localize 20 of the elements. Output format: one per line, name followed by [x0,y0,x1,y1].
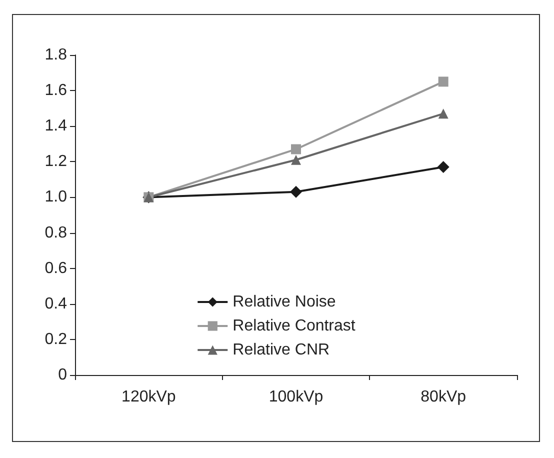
point [290,186,302,198]
y-tick-label: 1.2 [44,153,68,170]
x-tick-label: 80kVp [420,388,466,406]
legend-label: Relative Contrast [232,318,356,334]
x-tick-label: 100kVp [268,388,324,406]
y-tick-label: 0.8 [44,224,68,242]
y-tick-label: 1.6 [44,82,68,100]
point [438,76,448,87]
y-tick-label: 1.0 [44,188,68,206]
legend-label: Relative Noise [232,294,336,310]
y-tick-label: 1.4 [44,118,68,135]
x-tick-label: 120kVp [122,388,176,406]
point [437,161,450,173]
legend-label: Relative CNR [232,342,330,358]
y-tick-label: 0 [58,366,68,384]
point [291,144,301,154]
y-tick-label: 0.2 [44,330,68,348]
y-tick-label: 0.6 [44,260,68,277]
y-tick-label: 0.4 [44,295,68,312]
y-tick-label: 1.8 [44,46,68,64]
